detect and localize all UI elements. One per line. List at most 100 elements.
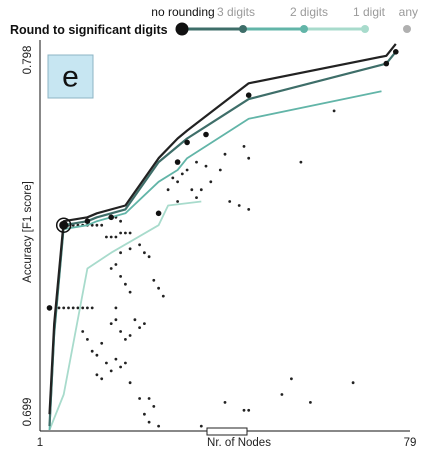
scatter-point xyxy=(119,365,122,369)
scatter-point xyxy=(119,219,122,223)
x-range-slider[interactable] xyxy=(206,427,248,436)
scatter-point xyxy=(114,235,118,239)
scatter-point xyxy=(143,251,146,255)
legend: no rounding 3 digits 2 digits 1 digit any Rou… xyxy=(10,5,418,37)
scatter-point xyxy=(100,377,104,381)
scatter-point xyxy=(143,322,146,325)
scatter-point xyxy=(105,361,108,365)
series-marker xyxy=(393,49,399,55)
scatter-point xyxy=(176,200,180,203)
scatter-point xyxy=(109,322,113,325)
scatter-point xyxy=(247,208,251,211)
scatter-point xyxy=(81,330,85,333)
scatter-point xyxy=(124,231,127,235)
scatter-point xyxy=(242,145,246,148)
scatter-point xyxy=(309,401,312,404)
scatter-point xyxy=(290,377,293,381)
scatter-point xyxy=(114,263,118,266)
series-line-no-rounding xyxy=(48,43,397,415)
scatter-point xyxy=(138,326,142,329)
scatter-point xyxy=(247,408,251,412)
series-marker xyxy=(84,218,91,224)
series-marker xyxy=(108,214,114,221)
y-tick-label-max: 0.798 xyxy=(22,46,34,75)
scatter-point xyxy=(128,334,132,337)
series-line-1-digit xyxy=(48,200,202,430)
scatter-point xyxy=(90,306,94,310)
scatter-point xyxy=(152,278,156,282)
panel-label-box xyxy=(47,54,94,99)
panel-label: e xyxy=(47,54,94,99)
legend-marker-2-digits xyxy=(300,25,308,33)
scatter-point xyxy=(223,152,227,156)
scatter-point xyxy=(204,164,208,168)
scatter-point xyxy=(143,412,146,416)
scatter-point xyxy=(90,349,94,353)
legend-label-1-digit: 1 digit xyxy=(353,5,386,19)
scatter-point xyxy=(223,401,227,404)
scatter-point xyxy=(138,243,142,247)
panel-label-text: e xyxy=(62,61,79,94)
scatter-point xyxy=(124,282,127,286)
series-marker xyxy=(203,131,209,138)
scatter-point xyxy=(228,200,232,203)
scatter-point xyxy=(128,247,132,251)
scatter-point xyxy=(185,168,189,172)
scatter-point xyxy=(280,393,284,396)
scatter-point xyxy=(128,231,132,235)
scatter-point xyxy=(299,160,303,164)
legend-title: Round to significant digits xyxy=(10,23,168,37)
scatter-point xyxy=(195,160,198,164)
scatter-point xyxy=(247,156,251,160)
scatter-point xyxy=(114,318,118,322)
scatter-point xyxy=(209,180,213,184)
y-tick-label-min: 0.699 xyxy=(22,398,34,427)
y-axis-label: Accuracy [F1 score] xyxy=(22,181,34,283)
scatter-point xyxy=(166,188,170,192)
marker-layer xyxy=(46,49,399,311)
scatter-point xyxy=(57,306,61,310)
scatter-point xyxy=(128,290,132,294)
scatter-point xyxy=(76,306,80,310)
scatter-point xyxy=(332,109,336,113)
x-range-slider-handle[interactable] xyxy=(206,427,248,436)
scatter-point xyxy=(95,373,99,377)
scatter-point xyxy=(90,223,94,227)
legend-marker-any xyxy=(403,25,411,33)
series-marker xyxy=(46,305,53,311)
series-marker xyxy=(184,139,190,146)
scatter-point xyxy=(119,330,122,333)
scatter-point xyxy=(190,188,194,192)
legend-label-3-digits: 3 digits xyxy=(217,5,255,19)
scatter-point xyxy=(95,223,99,227)
highlighted-point xyxy=(59,220,69,230)
scatter-point xyxy=(199,424,203,428)
series-marker xyxy=(174,159,181,165)
scatter-point xyxy=(157,424,161,428)
series-marker xyxy=(383,60,390,67)
scatter-point xyxy=(351,381,355,385)
legend-marker-no-rounding xyxy=(175,22,189,36)
scatter-point xyxy=(109,267,113,270)
scatter-point xyxy=(152,405,156,408)
series-layer xyxy=(48,43,397,430)
scatter-point xyxy=(100,341,104,345)
scatter-point xyxy=(147,397,151,400)
scatter-point xyxy=(218,168,222,172)
scatter-point xyxy=(119,251,122,255)
legend-label-any: any xyxy=(399,5,418,19)
legend-label-2-digits: 2 digits xyxy=(290,5,328,19)
legend-marker-1-digit xyxy=(361,25,369,33)
scatter-point xyxy=(86,338,89,341)
scatter-point xyxy=(199,188,203,192)
scatter-point xyxy=(124,338,127,341)
scatter-point xyxy=(147,420,151,424)
scatter-point xyxy=(242,408,246,412)
scatter-point xyxy=(128,381,132,385)
series-marker xyxy=(245,92,252,98)
scatter-point xyxy=(237,204,241,207)
scatter-point xyxy=(124,361,127,365)
scatter-point xyxy=(67,306,70,310)
scatter-point xyxy=(176,180,180,184)
scatter-point xyxy=(157,286,161,290)
